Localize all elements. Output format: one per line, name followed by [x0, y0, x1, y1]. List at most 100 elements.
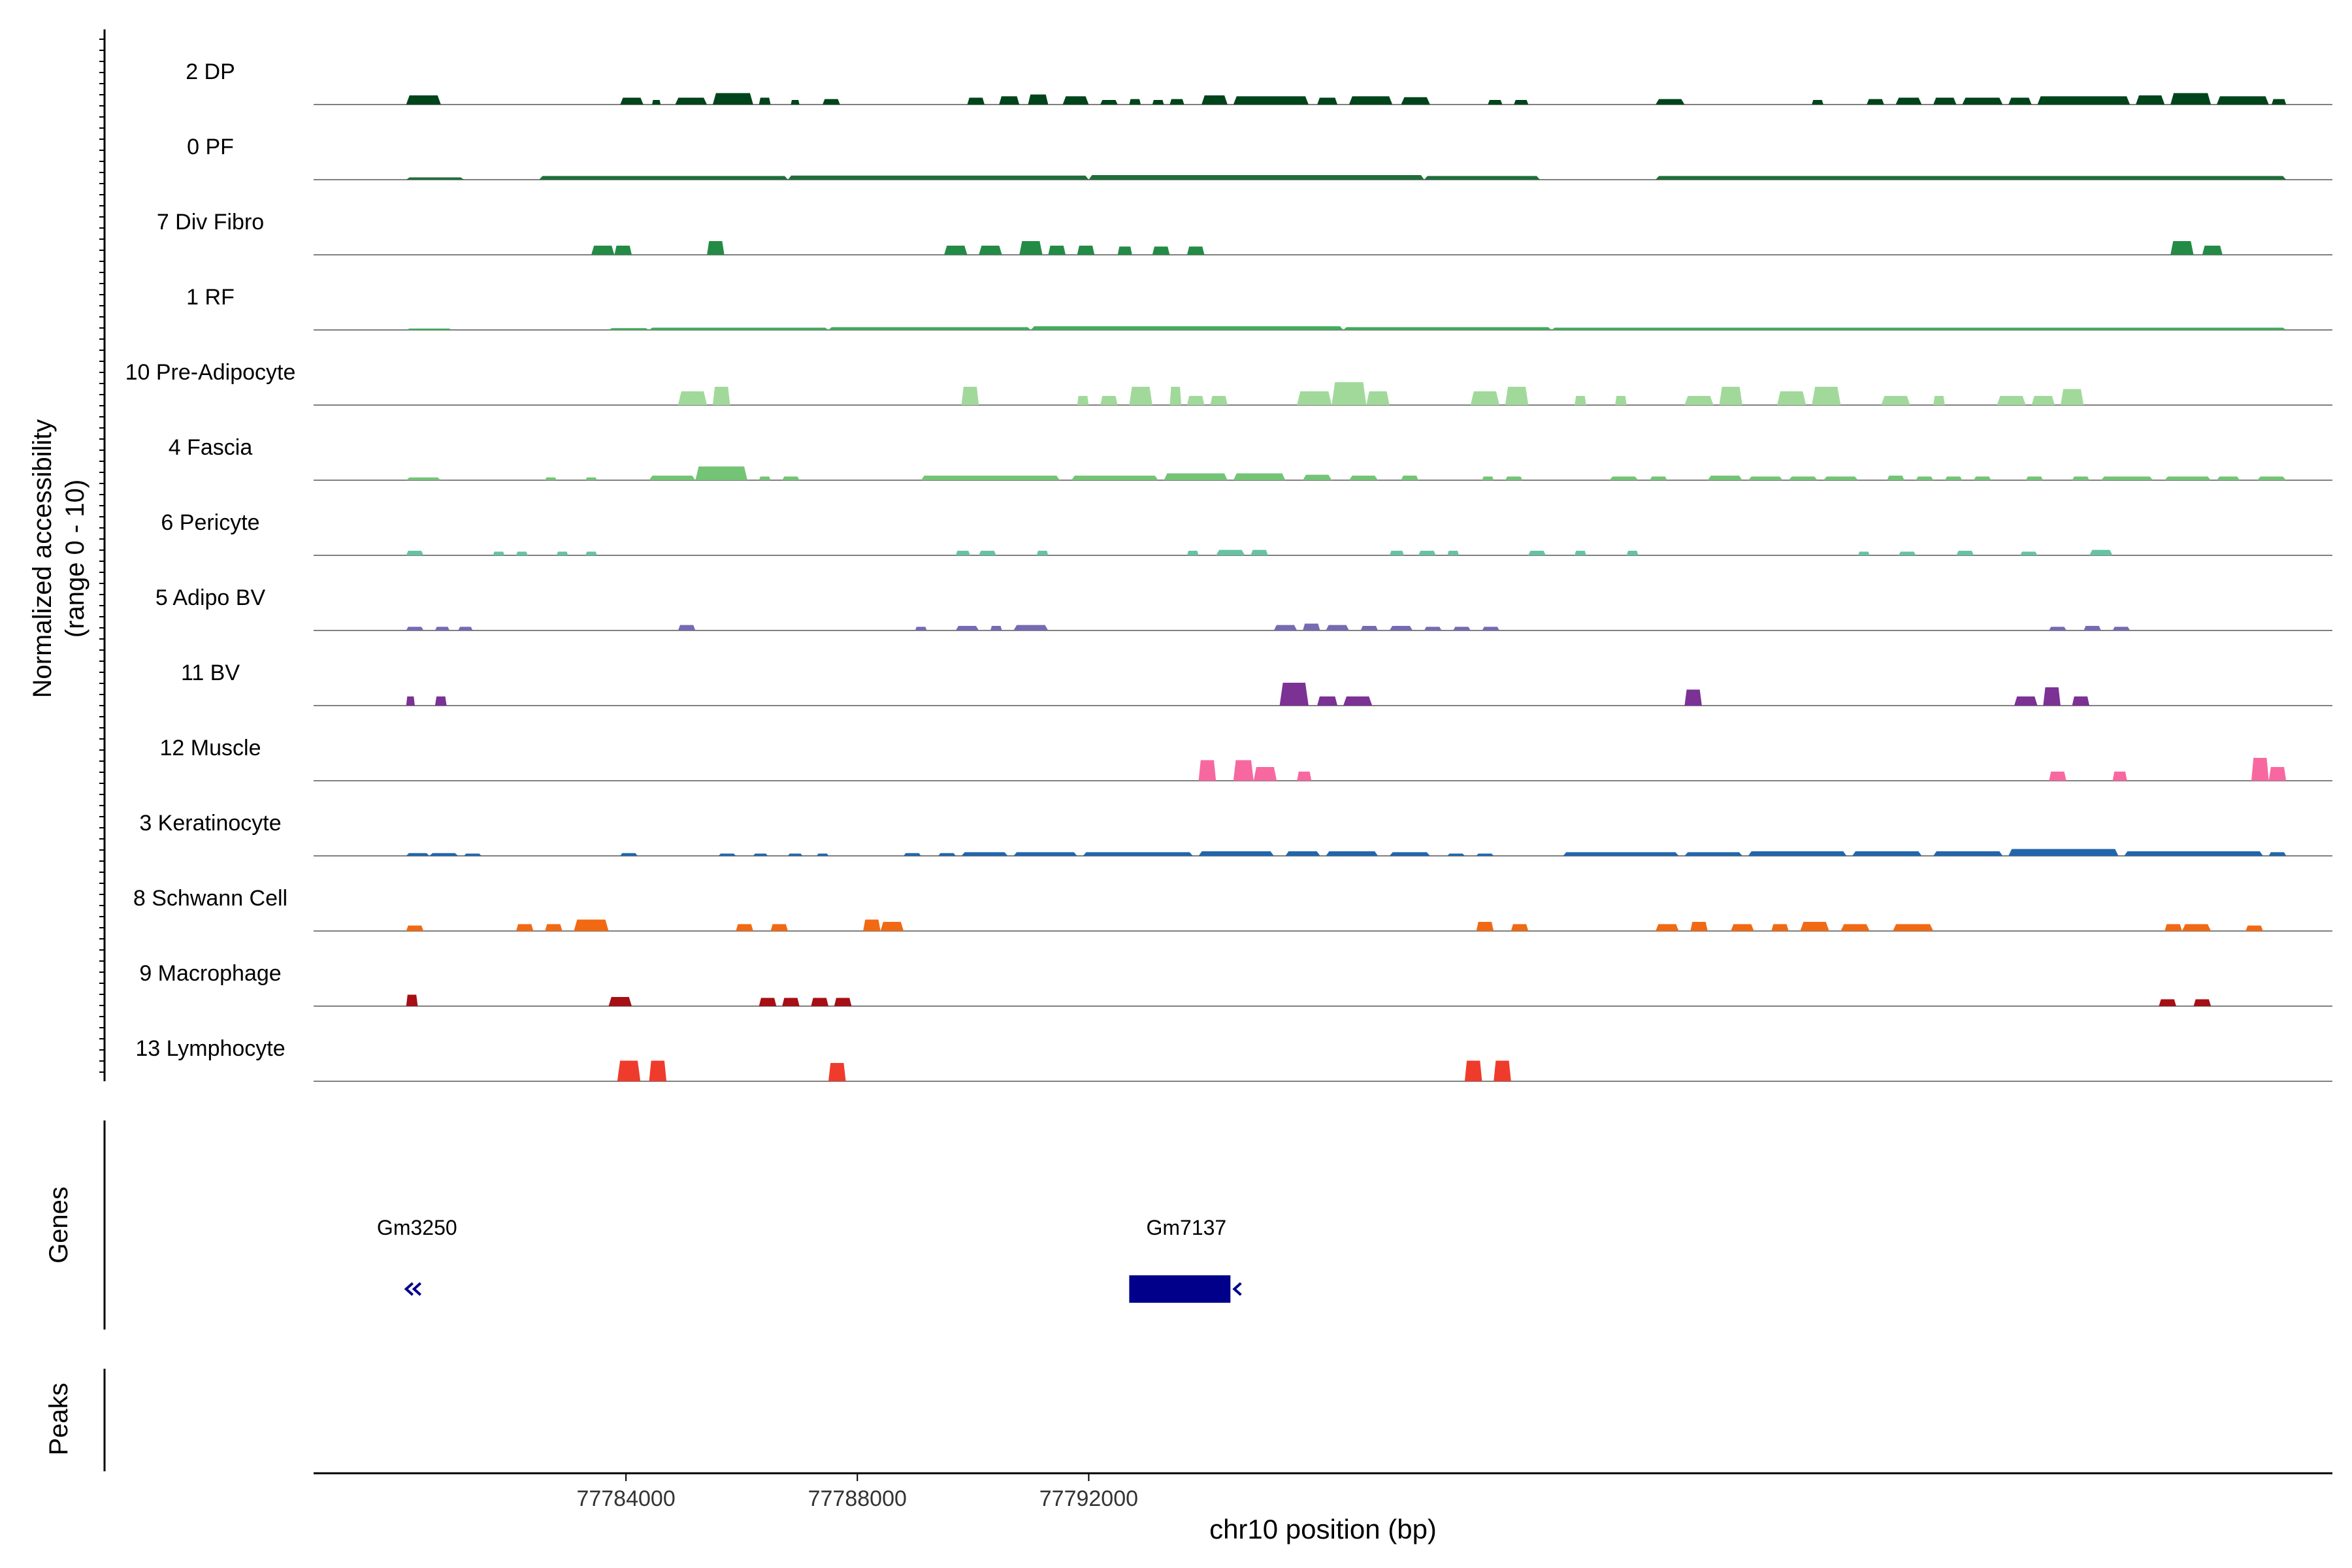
coverage-peak [2268, 852, 2287, 856]
coverage-peak [406, 994, 418, 1006]
coverage-peak [2083, 626, 2101, 630]
strand-arrow-icon [1232, 1282, 1242, 1296]
coverage-peak [2008, 97, 2032, 105]
coverage-peak [1424, 627, 1442, 630]
coverage-peak [678, 625, 696, 630]
coverage-peak [406, 696, 415, 706]
coverage-peak [1088, 175, 1424, 180]
coverage-peak [1731, 924, 1754, 931]
coverage-peak [1656, 99, 1685, 105]
coverage-peak [2025, 476, 2044, 480]
coverage-peak [791, 100, 800, 105]
coverage-peak [406, 477, 441, 480]
coverage-peak [1956, 551, 1974, 555]
coverage-peak [1514, 100, 1529, 105]
coverage-peak [614, 246, 632, 255]
coverage-peak [1840, 924, 1870, 931]
coverage-peak [1812, 387, 1841, 405]
coverage-peak [406, 95, 441, 105]
coverage-peak [817, 853, 828, 856]
coverage-peak [1494, 1060, 1511, 1081]
coverage-peak [1048, 246, 1066, 255]
track-8-schwann-cell: 8 Schwann Cell [133, 886, 2332, 932]
coverage-peak [938, 853, 956, 856]
coverage-peak [828, 1063, 846, 1081]
coverage-peak [1867, 99, 1884, 105]
coverage-peak [434, 627, 450, 630]
coverage-peak [620, 853, 638, 856]
coverage-peak [2170, 241, 2194, 255]
coverage-peak [1100, 396, 1118, 405]
coverage-peak [429, 853, 459, 856]
coverage-peak [1933, 851, 2003, 856]
coverage-peak [1343, 327, 1552, 330]
coverage-peak [2251, 758, 2269, 781]
coverage-peak [1482, 627, 1499, 630]
track-label: 10 Pre-Adipocyte [125, 360, 296, 385]
coverage-peak [1389, 626, 1413, 630]
coverage-peak [1575, 551, 1586, 555]
coverage-peak [1326, 851, 1379, 856]
coverage-peak [1401, 476, 1419, 480]
coverage-peak [1326, 625, 1349, 630]
coverage-peak [961, 852, 1008, 856]
coverage-peak [1343, 696, 1373, 706]
coverage-peak [1719, 387, 1742, 405]
coverage-peak [880, 922, 904, 931]
coverage-peak [1253, 767, 1277, 781]
coverage-peak [1684, 396, 1714, 405]
coverage-peak [2164, 924, 2182, 931]
coverage-peak [1476, 853, 1494, 856]
genes-layer: Gm3250 Gm7137 [377, 1216, 1242, 1303]
coverage-peak [1201, 95, 1228, 105]
coverage-peak [406, 627, 424, 630]
coverage-peak [1019, 241, 1043, 255]
coverage-peak [2049, 772, 2066, 781]
coverage-peak [1186, 551, 1199, 555]
coverage-peak [1152, 246, 1170, 255]
coverage-peak [515, 551, 528, 555]
coverage-peak [828, 327, 1031, 330]
coverage-peak [1615, 396, 1627, 405]
coverage-peak [1823, 476, 1858, 480]
coverage-peak [1317, 696, 1338, 706]
coverage-peak [955, 551, 970, 555]
coverage-peak [1186, 396, 1205, 405]
coverage-peak [2257, 476, 2287, 480]
coverage-peak [1303, 474, 1332, 480]
coverage-peak [921, 476, 1060, 480]
coverage-peak [944, 246, 968, 255]
coverage-peak [493, 551, 505, 555]
coverage-peak [782, 476, 800, 480]
coverage-peak [406, 925, 424, 931]
coverage-peak [1250, 549, 1268, 555]
coverage-peak [2272, 99, 2287, 105]
coverage-peak [1331, 382, 1367, 405]
coverage-peak [1748, 476, 1783, 480]
coverage-peak [2089, 549, 2113, 555]
coverage-peak [556, 551, 568, 555]
coverage-peak [649, 476, 696, 480]
coverage-peak [1899, 551, 1916, 555]
coverage-peak [1511, 924, 1529, 931]
coverage-peak [464, 853, 482, 856]
coverage-peak [2268, 767, 2287, 781]
coverage-peak [1575, 396, 1586, 405]
track-2-dp: 2 DP [186, 59, 2332, 105]
coverage-peak [608, 328, 649, 330]
coverage-peak [863, 919, 881, 931]
coverage-peak [915, 627, 927, 630]
peaks-label: Peaks [44, 1382, 73, 1455]
coverage-peak [712, 93, 753, 105]
coverage-peak [2136, 95, 2165, 105]
coverage-peak [718, 853, 736, 856]
coverage-peak [1285, 851, 1320, 856]
coverage-peak [1164, 473, 1228, 480]
coverage-peak [1036, 551, 1049, 555]
coverage-peak [1360, 626, 1379, 630]
coverage-peak [1563, 852, 1679, 856]
coverage-peak [1030, 326, 1343, 330]
coverage-peak [591, 246, 615, 255]
coverage-peak [759, 476, 771, 480]
track-12-muscle: 12 Muscle [160, 736, 2332, 781]
